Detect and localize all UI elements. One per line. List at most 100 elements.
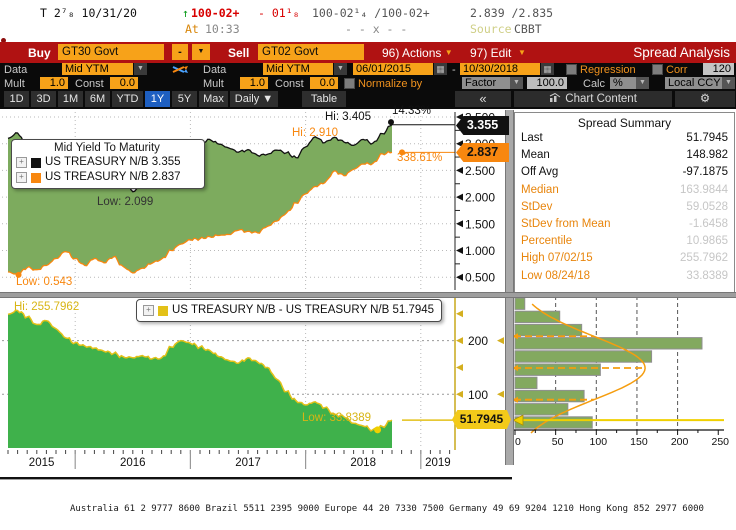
low-spread-annotation: Low: 33.8389 xyxy=(302,412,372,424)
date-separator: - xyxy=(452,64,456,76)
data1-select[interactable]: Mid YTM xyxy=(62,63,133,75)
calc-label: Calc xyxy=(583,77,606,90)
data1-caret-icon[interactable]: ▼ xyxy=(134,63,147,75)
quote-time: 10:33 xyxy=(205,22,240,36)
at-label: At xyxy=(185,22,199,36)
date-to-calendar-icon[interactable]: ▦ xyxy=(541,63,554,75)
table-button[interactable]: Table xyxy=(302,91,346,107)
svg-text:2017: 2017 xyxy=(235,457,261,469)
const2-input[interactable]: 0.0 xyxy=(310,76,338,89)
tab-3d[interactable]: 3D xyxy=(31,91,56,107)
expander-icon[interactable]: + xyxy=(16,157,27,168)
mult2-input[interactable]: 1.0 xyxy=(240,76,268,89)
last-spread-badge: 51.7945 xyxy=(452,410,511,429)
svg-text:1.500: 1.500 xyxy=(465,217,495,231)
summary-title: Spread Summary xyxy=(577,116,672,130)
corr-checkbox[interactable] xyxy=(652,64,663,75)
factor-caret-icon[interactable]: ▼ xyxy=(510,76,523,89)
legend-item-2y: + US TREASURY N/B 2.837 xyxy=(16,170,198,185)
tab-max[interactable]: Max xyxy=(199,91,228,107)
panel-title: Spread Analysis xyxy=(633,45,730,60)
expander-icon[interactable]: + xyxy=(143,305,154,316)
swap-securities-icon[interactable] xyxy=(171,63,191,76)
legend-item-spread: + US TREASURY N/B - US TREASURY N/B 51.7… xyxy=(143,303,435,318)
frequency-select[interactable]: Daily ▼ xyxy=(230,91,278,107)
chart-settings-button[interactable]: ⚙ xyxy=(675,91,735,107)
regression-checkbox[interactable] xyxy=(566,64,577,75)
legend-item-30y: + US TREASURY N/B 3.355 xyxy=(16,155,198,170)
svg-text:2.000: 2.000 xyxy=(465,191,495,205)
mult1-label: Mult xyxy=(4,77,25,90)
data1-label: Data xyxy=(4,64,28,76)
yield-and-spread-chart-canvas[interactable]: 0.5001.0001.5002.0002.5003.0003.50020010… xyxy=(0,110,512,480)
sell-security-input[interactable]: GT02 Govt xyxy=(258,44,364,60)
corr-window-input[interactable]: 120 xyxy=(703,63,734,75)
const1-label: Const xyxy=(75,77,104,90)
operator-dropdown[interactable]: ▼ xyxy=(192,44,210,60)
summary-row-mean: Mean 148.982 xyxy=(521,149,728,162)
edit-menu[interactable]: 97) Edit ▼ xyxy=(470,46,526,60)
currency-select[interactable]: Local CCY xyxy=(665,76,725,89)
calc-select[interactable]: % xyxy=(610,76,636,89)
tab-ytd[interactable]: YTD xyxy=(112,91,143,107)
series-swatch-30y xyxy=(31,157,41,168)
pct-change-2y: 338.61% xyxy=(397,152,443,164)
expander-icon[interactable]: + xyxy=(16,172,27,183)
data2-select[interactable]: Mid YTM xyxy=(263,63,333,75)
date-from-input[interactable]: 06/01/2015 xyxy=(353,63,433,75)
gear-icon: ⚙ xyxy=(699,93,711,105)
spread-histogram-canvas[interactable]: 0 50 100 150 200 250 xyxy=(512,296,736,460)
bid-ask: 100-02¹₄ /100-02+ xyxy=(312,6,430,20)
actions-menu[interactable]: 96) Actions ▼ xyxy=(382,46,453,60)
currency-caret-icon[interactable]: ▼ xyxy=(722,76,735,89)
svg-text:100: 100 xyxy=(590,436,608,448)
low-30y-annotation: Low: 2.099 xyxy=(97,196,154,208)
quote-bar: T 2⁷₈ 10/31/20 ↑ 100-02+ - 01¹₈ 100-02¹₄… xyxy=(0,0,736,43)
buy-security-input[interactable]: GT30 Govt xyxy=(58,44,164,60)
last-price-badge-2y: 2.837 xyxy=(456,143,509,162)
collapse-panel-button[interactable]: « xyxy=(455,91,511,107)
calc-caret-icon[interactable]: ▼ xyxy=(636,76,649,89)
tab-1d[interactable]: 1D xyxy=(4,91,29,107)
date-from-calendar-icon[interactable]: ▦ xyxy=(434,63,447,75)
svg-text:2016: 2016 xyxy=(120,457,146,469)
chart-splitter[interactable] xyxy=(0,292,736,298)
market-depth: - - x - - xyxy=(345,22,408,36)
tab-5y[interactable]: 5Y xyxy=(172,91,197,107)
price-change: - 01¹₈ xyxy=(258,6,300,20)
tab-1y[interactable]: 1Y xyxy=(145,91,170,107)
panel-splitter[interactable] xyxy=(505,110,514,465)
normalize-checkbox[interactable] xyxy=(344,77,355,89)
tab-1m[interactable]: 1M xyxy=(58,91,83,107)
series-swatch-2y xyxy=(31,172,41,183)
chart-content-button[interactable]: Chart Content xyxy=(514,91,672,107)
legend-label-spread: US TREASURY N/B - US TREASURY N/B 51.794… xyxy=(172,304,435,316)
hi-2y-annotation: Hi: 2.910 xyxy=(292,127,339,139)
price-up-arrow: ↑ xyxy=(182,6,189,20)
mult1-input[interactable]: 1.0 xyxy=(40,76,68,89)
svg-text:250: 250 xyxy=(711,436,729,448)
svg-text:1.000: 1.000 xyxy=(465,244,495,258)
yield-legend-title: Mid Yield To Maturity xyxy=(54,142,160,154)
svg-text:0: 0 xyxy=(515,436,521,448)
tab-6m[interactable]: 6M xyxy=(85,91,110,107)
sell-label: Sell xyxy=(228,46,250,60)
svg-text:2015: 2015 xyxy=(29,457,55,469)
yield-legend: Mid Yield To Maturity + US TREASURY N/B … xyxy=(11,139,205,189)
regression-label: Regression xyxy=(580,64,636,76)
svg-text:200: 200 xyxy=(671,436,689,448)
factor-select[interactable]: Factor xyxy=(462,76,510,89)
svg-text:2019: 2019 xyxy=(425,457,451,469)
source-value: CBBT xyxy=(514,22,542,36)
summary-row-stdev-from-mean: StDev from Mean -1.6458 xyxy=(521,218,728,231)
summary-row-last: Last 51.7945 xyxy=(521,132,728,144)
data2-caret-icon[interactable]: ▼ xyxy=(334,63,347,75)
summary-row-stdev: StDev 59.0528 xyxy=(521,200,728,213)
spread-operator-button[interactable]: - xyxy=(172,44,188,60)
const1-input[interactable]: 0.0 xyxy=(110,76,138,89)
last-price-badge-30y: 3.355 xyxy=(456,116,509,135)
factor-value-input[interactable]: 100.0 xyxy=(527,76,567,89)
date-to-input[interactable]: 10/30/2018 xyxy=(460,63,540,75)
summary-row-high: High 07/02/15 255.7962 xyxy=(521,252,728,265)
edit-caret-icon: ▼ xyxy=(518,48,526,57)
